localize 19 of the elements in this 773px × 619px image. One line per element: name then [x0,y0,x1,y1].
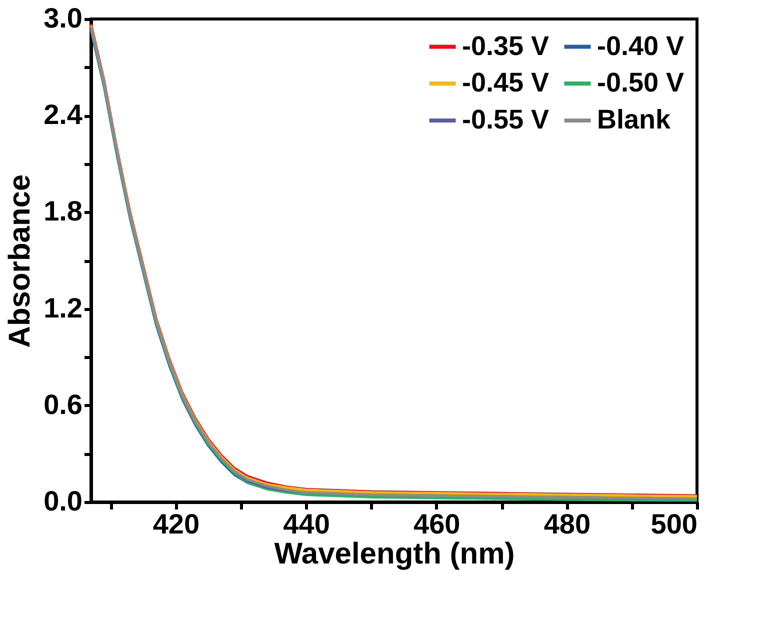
legend-label: -0.35 V [462,30,550,61]
legend-label: -0.45 V [462,68,550,98]
x-tick-label: 500 [650,508,698,540]
legend-label: -0.50 V [597,68,684,98]
y-tick-label: 1.8 [44,196,82,227]
x-tick-label: 420 [152,508,200,540]
legend-label: Blank [597,104,672,134]
x-axis-title: Wavelength (nm) [274,538,515,570]
y-tick-label: 1.2 [44,292,82,324]
x-tick-label: 440 [283,508,330,540]
legend-label: -0.40 V [597,30,684,61]
y-axis-title: Absorbance [4,174,37,348]
y-tick-label: 2.4 [44,99,83,130]
legend-label: -0.55 V [462,104,550,134]
y-tick-label: 3.0 [44,2,82,34]
y-tick-label: 0.0 [44,486,82,516]
x-tick-label: 460 [413,508,460,540]
y-tick-label: 0.6 [44,388,82,420]
x-tick-label: 480 [544,508,591,540]
